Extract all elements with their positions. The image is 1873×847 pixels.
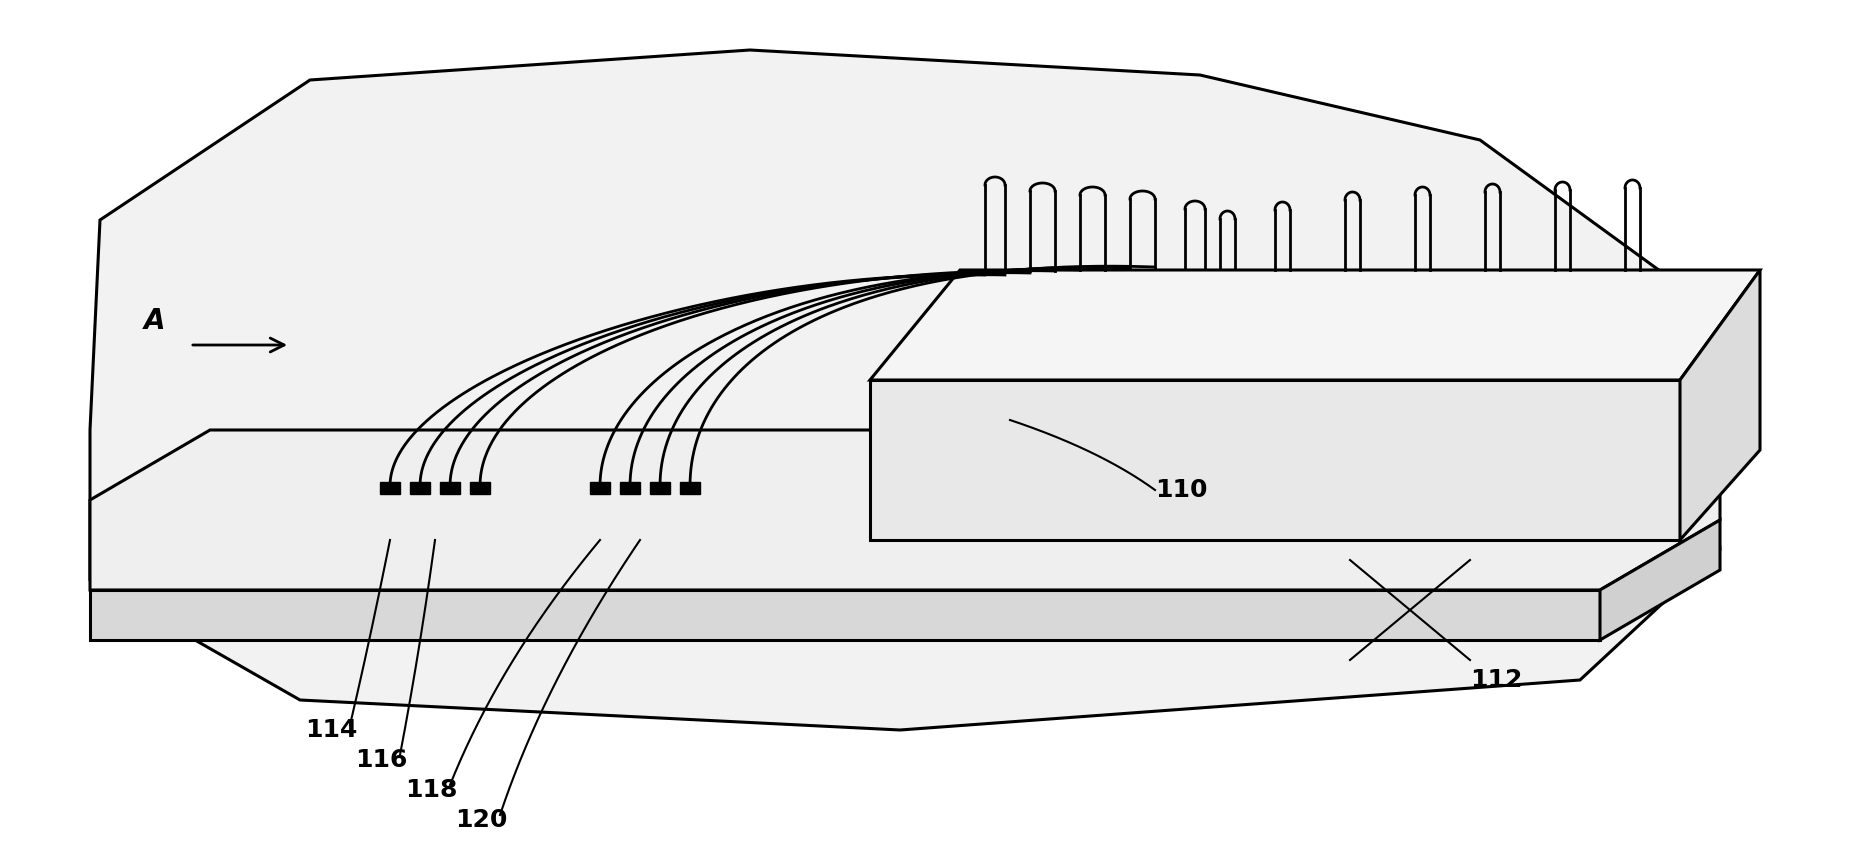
Text: 120: 120: [455, 808, 508, 832]
Polygon shape: [590, 482, 611, 494]
Polygon shape: [1678, 270, 1759, 540]
Polygon shape: [90, 50, 1719, 730]
Text: 118: 118: [405, 778, 457, 802]
Polygon shape: [620, 482, 641, 494]
Text: 112: 112: [1468, 668, 1521, 692]
Text: 116: 116: [354, 748, 406, 772]
Text: 110: 110: [1154, 478, 1206, 502]
Polygon shape: [470, 482, 489, 494]
Polygon shape: [380, 482, 399, 494]
Polygon shape: [869, 380, 1678, 540]
Polygon shape: [680, 482, 701, 494]
Text: 114: 114: [305, 718, 358, 742]
Polygon shape: [90, 430, 1719, 590]
Polygon shape: [440, 482, 459, 494]
Polygon shape: [869, 270, 1759, 380]
Polygon shape: [650, 482, 671, 494]
Polygon shape: [1600, 520, 1719, 640]
Text: A: A: [144, 307, 165, 335]
Polygon shape: [410, 482, 429, 494]
Polygon shape: [90, 590, 1600, 640]
